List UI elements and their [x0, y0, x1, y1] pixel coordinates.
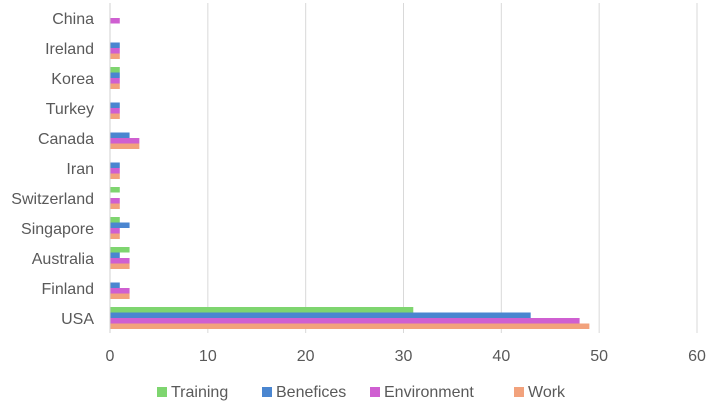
bar-usa-benefices [110, 312, 531, 318]
bar-iran-work [110, 173, 120, 179]
bar-switzerland-environment [110, 198, 120, 204]
bar-ireland-benefices [110, 42, 120, 48]
bar-turkey-work [110, 113, 120, 119]
x-tick-label-60: 60 [688, 348, 706, 365]
bar-ireland-work [110, 53, 120, 59]
legend-label-benefices: Benefices [276, 384, 346, 401]
bar-singapore-benefices [110, 222, 130, 228]
y-tick-label-turkey: Turkey [46, 101, 94, 118]
y-tick-label-canada: Canada [38, 131, 94, 148]
y-tick-label-australia: Australia [32, 251, 94, 268]
bar-korea-environment [110, 78, 120, 84]
bar-ireland-environment [110, 48, 120, 54]
bar-turkey-benefices [110, 102, 120, 108]
bar-switzerland-work [110, 203, 120, 209]
legend: Training Benefices Environment Work [157, 384, 566, 401]
y-tick-label-singapore: Singapore [21, 221, 94, 238]
x-tick-label-30: 30 [395, 348, 413, 365]
bar-canada-benefices [110, 132, 130, 138]
bar-australia-benefices [110, 252, 120, 258]
bar-singapore-environment [110, 228, 120, 234]
category-labels: China Ireland Korea Turkey Canada Iran Switzer… [11, 11, 94, 328]
bar-australia-work [110, 263, 130, 269]
legend-label-environment: Environment [384, 384, 474, 401]
bar-switzerland-training [110, 187, 120, 193]
bar-singapore-training [110, 217, 120, 223]
bar-korea-training [110, 67, 120, 73]
bars [110, 18, 590, 329]
bar-korea-benefices [110, 72, 120, 78]
y-tick-label-china: China [52, 11, 94, 28]
y-tick-label-finland: Finland [42, 281, 94, 298]
bar-iran-benefices [110, 162, 120, 168]
legend-label-training: Training [171, 384, 228, 401]
y-tick-label-usa: USA [61, 311, 94, 328]
y-tick-label-ireland: Ireland [45, 41, 94, 58]
x-tick-label-40: 40 [492, 348, 510, 365]
value-tick-labels: 0 10 20 30 40 50 60 [106, 348, 706, 365]
bar-finland-benefices [110, 282, 120, 288]
y-tick-label-switzerland: Switzerland [11, 191, 94, 208]
bar-korea-work [110, 83, 120, 89]
legend-swatch-work [514, 387, 524, 397]
bar-singapore-work [110, 233, 120, 239]
bar-finland-work [110, 293, 130, 299]
legend-label-work: Work [528, 384, 566, 401]
bar-finland-environment [110, 288, 130, 294]
bar-usa-environment [110, 318, 580, 324]
x-tick-label-20: 20 [297, 348, 315, 365]
bar-iran-environment [110, 168, 120, 174]
y-tick-label-korea: Korea [51, 71, 94, 88]
y-tick-label-iran: Iran [66, 161, 94, 178]
bar-usa-training [110, 307, 414, 313]
bar-australia-environment [110, 258, 130, 264]
bar-canada-environment [110, 138, 140, 144]
legend-swatch-environment [370, 387, 380, 397]
bar-china-environment [110, 18, 120, 24]
x-tick-label-50: 50 [590, 348, 608, 365]
bar-turkey-environment [110, 108, 120, 114]
bar-canada-work [110, 143, 140, 149]
gridlines [207, 3, 698, 333]
legend-swatch-benefices [262, 387, 272, 397]
bar-australia-training [110, 247, 130, 253]
x-tick-label-10: 10 [199, 348, 217, 365]
bar-usa-work [110, 323, 590, 329]
x-tick-label-0: 0 [106, 348, 115, 365]
legend-swatch-training [157, 387, 167, 397]
